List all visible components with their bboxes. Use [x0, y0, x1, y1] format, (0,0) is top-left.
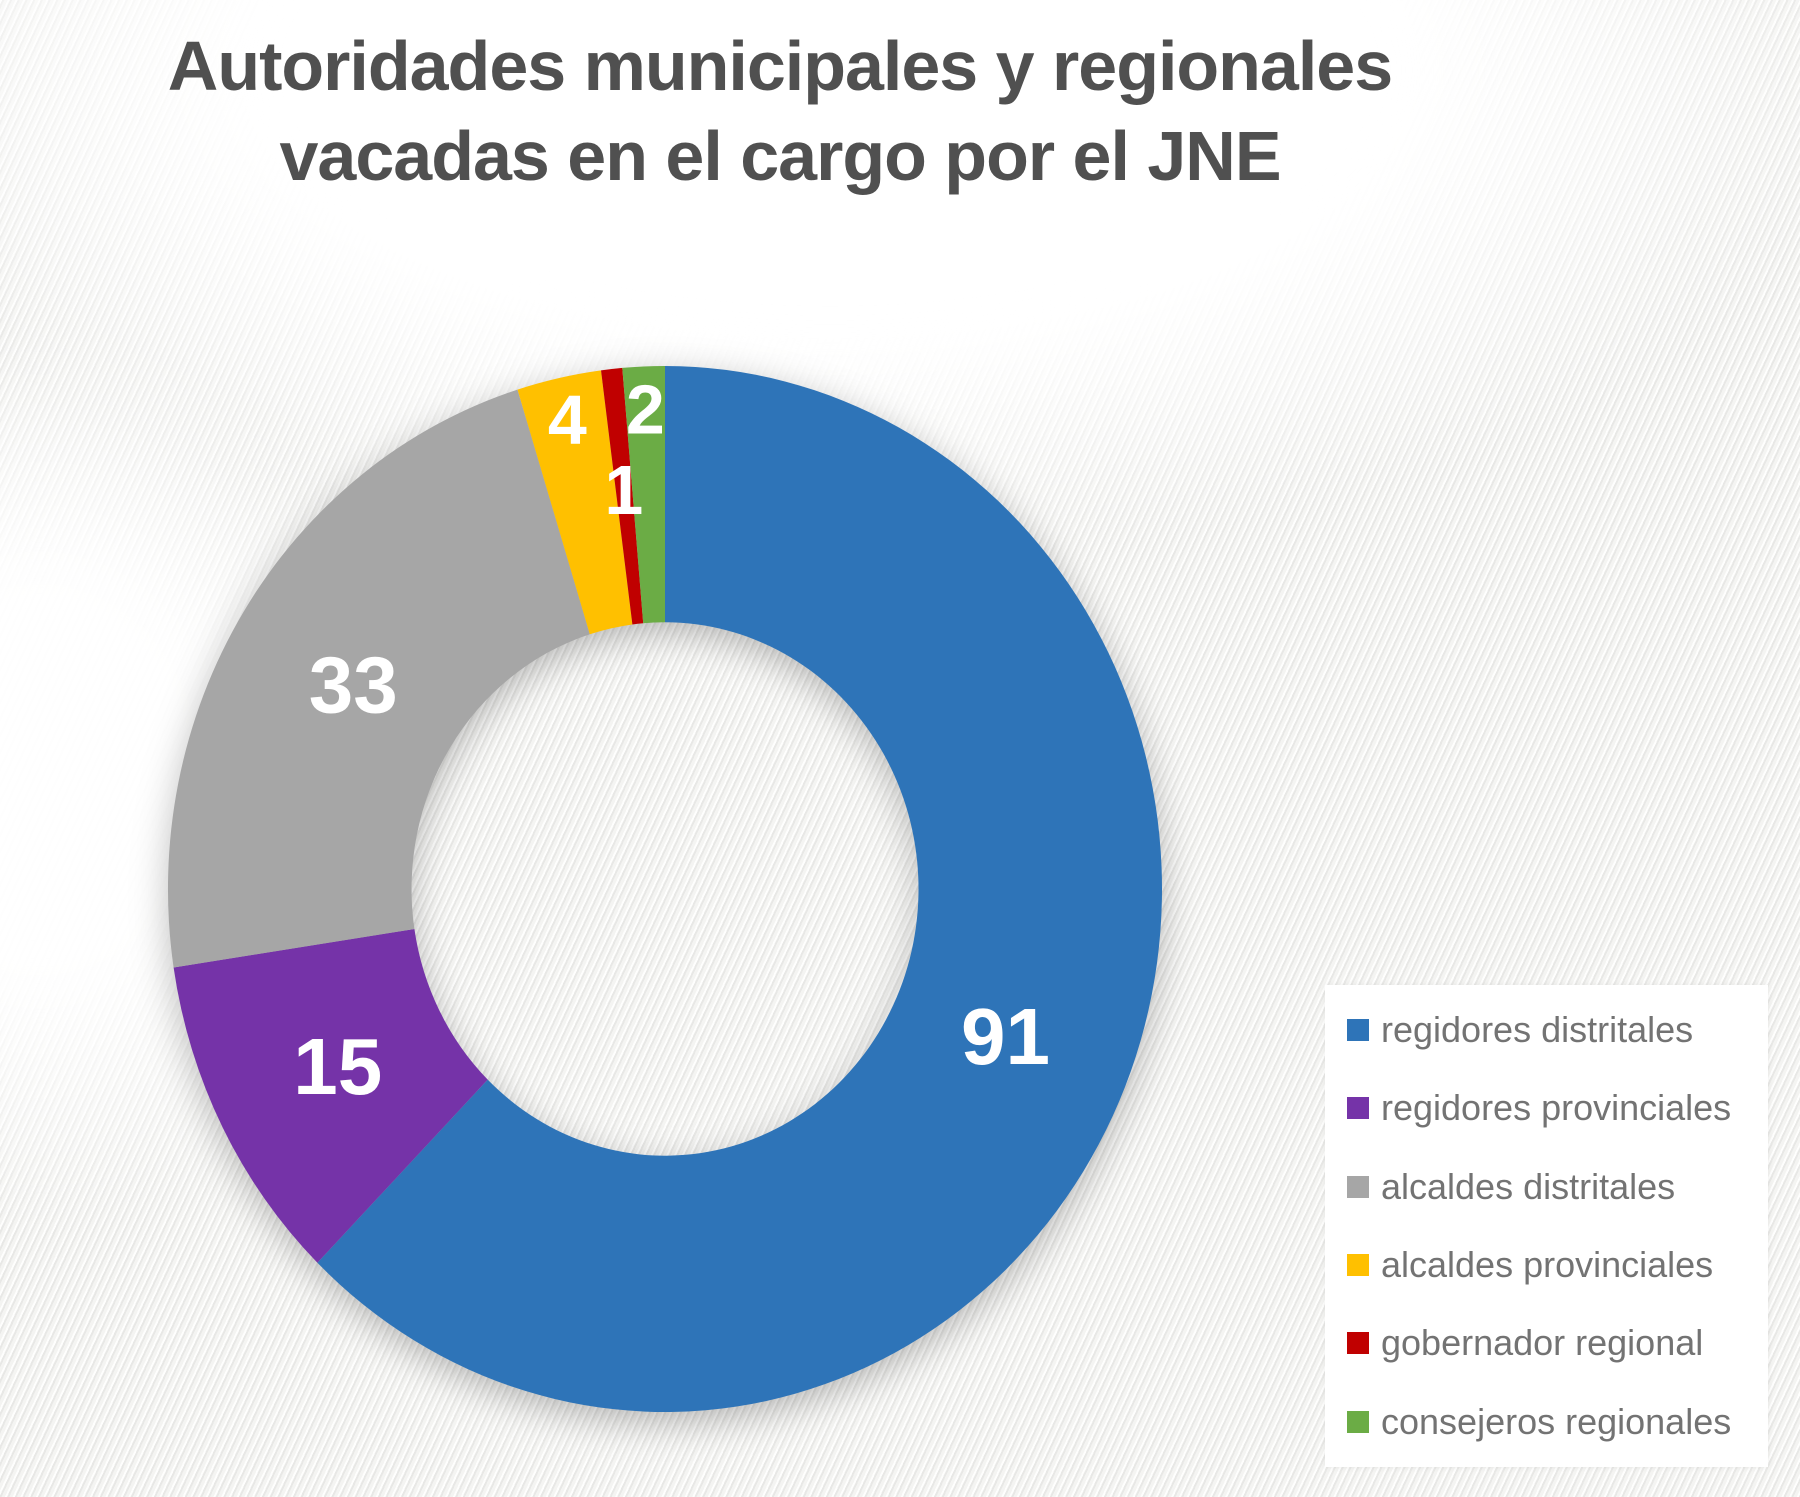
legend-label: alcaldes provinciales	[1381, 1244, 1714, 1286]
legend-swatch-icon	[1347, 1019, 1369, 1042]
slice-value-label-regidores-provinciales: 15	[293, 1022, 382, 1111]
legend-item-consejeros-regionales[interactable]: consejeros regionales	[1347, 1400, 1768, 1442]
legend-swatch-icon	[1347, 1175, 1369, 1198]
slice-gobernador-regional[interactable]	[601, 367, 644, 625]
legend-swatch-icon	[1347, 1254, 1369, 1277]
legend-label: regidores provinciales	[1381, 1087, 1732, 1129]
legend-item-regidores-distritales[interactable]: regidores distritales	[1347, 1012, 1768, 1048]
legend-swatch-icon	[1347, 1097, 1369, 1120]
legend-label: alcaldes distritales	[1381, 1165, 1676, 1207]
legend-swatch-icon	[1347, 1410, 1369, 1433]
legend-item-alcaldes-provinciales[interactable]: alcaldes provinciales	[1347, 1247, 1768, 1283]
slice-consejeros-regionales[interactable]	[622, 365, 665, 624]
slice-alcaldes-distritales[interactable]	[167, 389, 590, 968]
slice-regidores-distritales[interactable]	[317, 366, 1163, 1412]
chart-title-line-1: Autoridades municipales y regionales	[167, 27, 1393, 105]
legend-swatch-icon	[1347, 1332, 1369, 1355]
legend-label: consejeros regionales	[1381, 1400, 1732, 1442]
legend-item-gobernador-regional[interactable]: gobernador regional	[1347, 1325, 1768, 1361]
slice-value-label-alcaldes-provinciales: 4	[548, 381, 587, 459]
legend-item-regidores-provinciales[interactable]: regidores provinciales	[1347, 1090, 1768, 1126]
slice-value-label-gobernador-regional: 1	[604, 451, 643, 529]
slice-regidores-provinciales[interactable]	[173, 929, 488, 1263]
slice-value-label-regidores-distritales: 91	[961, 992, 1050, 1081]
chart-title-line-2: vacadas en el cargo por el JNE	[279, 116, 1281, 195]
chart-title: Autoridades municipales y regionales vac…	[0, 22, 1560, 201]
slice-value-label-consejeros-regionales: 2	[626, 371, 665, 449]
slice-alcaldes-provinciales[interactable]	[517, 370, 633, 635]
legend-label: regidores distritales	[1381, 1009, 1694, 1051]
slice-value-label-alcaldes-distritales: 33	[309, 640, 398, 729]
chart-legend: regidores distritales regidores provinci…	[1325, 985, 1768, 1467]
legend-label: gobernador regional	[1381, 1322, 1704, 1364]
legend-item-alcaldes-distritales[interactable]: alcaldes distritales	[1347, 1165, 1768, 1207]
